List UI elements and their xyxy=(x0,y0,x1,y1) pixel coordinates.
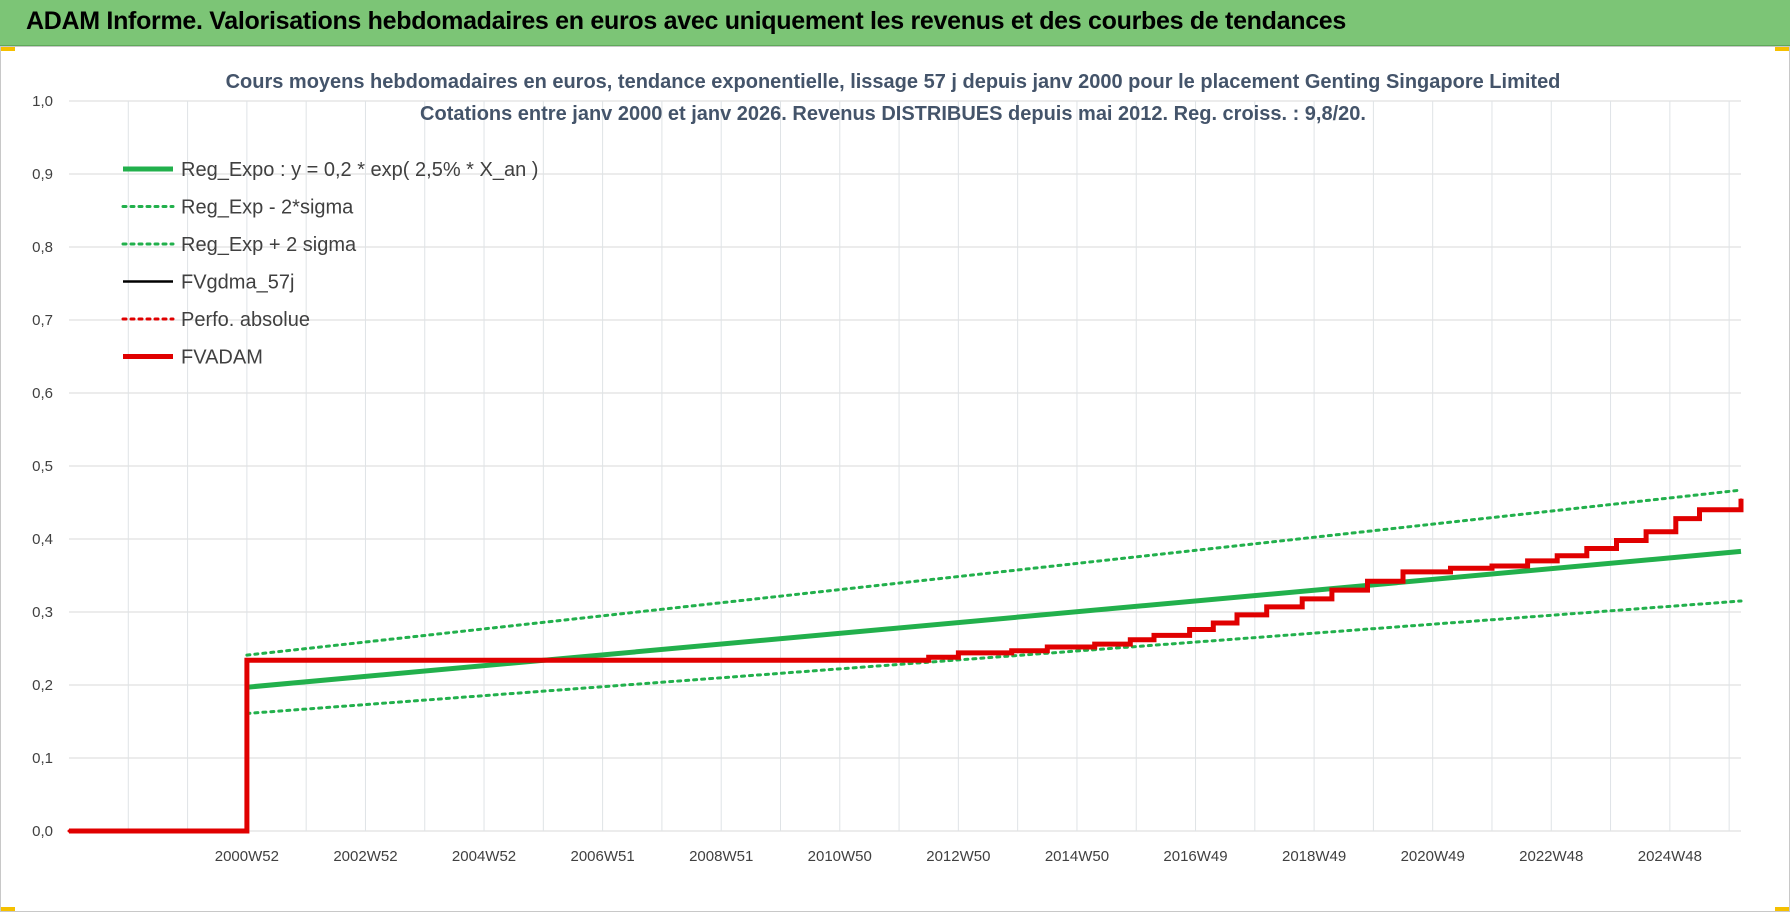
series-line xyxy=(245,599,1743,715)
x-tick-label: 2002W52 xyxy=(333,848,397,865)
series-line xyxy=(67,497,1743,833)
y-tick-label: 0,8 xyxy=(32,239,53,256)
chart-svg: 0,0 0,1 0,2 0,3 0,4 0,5 0,6 0,7 0,8 0,9 1,0 2000W5… xyxy=(32,71,1744,865)
series-layer xyxy=(67,488,1744,834)
frame-corner-mark xyxy=(1775,907,1789,911)
page-title: ADAM Informe. Valorisations hebdomadaire… xyxy=(26,7,1347,35)
x-tick-label: 2012W50 xyxy=(926,848,990,865)
y-tick-label: 1,0 xyxy=(32,93,53,110)
chart-subtitle: Cotations entre janv 2000 et janv 2026. … xyxy=(420,103,1366,125)
y-tick-label: 0,1 xyxy=(32,750,53,767)
x-tick-label: 2014W50 xyxy=(1045,848,1109,865)
x-tick-label: 2016W49 xyxy=(1163,848,1227,865)
y-tick-label: 0,0 xyxy=(32,823,53,840)
legend-label: FVADAM xyxy=(181,347,263,369)
y-tick-label: 0,3 xyxy=(32,604,53,621)
x-tick-label: 2010W50 xyxy=(808,848,872,865)
y-tick-label: 0,6 xyxy=(32,385,53,402)
x-tick-label: 2020W49 xyxy=(1401,848,1465,865)
page-banner: ADAM Informe. Valorisations hebdomadaire… xyxy=(0,0,1790,46)
x-tick-label: 2008W51 xyxy=(689,848,753,865)
chart-frame: 0,0 0,1 0,2 0,3 0,4 0,5 0,6 0,7 0,8 0,9 1,0 2000W5… xyxy=(0,46,1790,912)
y-tick-label: 0,9 xyxy=(32,166,53,183)
legend-label: Reg_Expo : y = 0,2 * exp( 2,5% * X_an ) xyxy=(181,159,538,181)
legend-label: Reg_Exp - 2*sigma xyxy=(181,197,354,219)
legend-label: FVgdma_57j xyxy=(181,272,294,294)
x-tick-label: 2006W51 xyxy=(571,848,635,865)
legend-label: Perfo. absolue xyxy=(181,309,310,331)
y-tick-label: 0,7 xyxy=(32,312,53,329)
chart-title: Cours moyens hebdomadaires en euros, ten… xyxy=(226,71,1561,93)
frame-corner-mark xyxy=(1,907,15,911)
series-line xyxy=(245,488,1743,657)
x-axis: 2000W52 2002W52 2004W52 2006W51 2008W51 2010W… xyxy=(215,848,1702,865)
legend-label: Reg_Exp + 2 sigma xyxy=(181,234,357,256)
x-tick-label: 2004W52 xyxy=(452,848,516,865)
y-tick-label: 0,2 xyxy=(32,677,53,694)
series-line xyxy=(246,548,1742,690)
grid-layer xyxy=(69,100,1741,832)
frame-corner-mark xyxy=(1775,47,1789,51)
frame-corner-mark xyxy=(1,47,15,51)
x-tick-label: 2000W52 xyxy=(215,848,279,865)
y-tick-label: 0,5 xyxy=(32,458,53,475)
x-tick-label: 2024W48 xyxy=(1638,848,1702,865)
y-tick-label: 0,4 xyxy=(32,531,53,548)
x-tick-label: 2018W49 xyxy=(1282,848,1346,865)
x-tick-label: 2022W48 xyxy=(1519,848,1583,865)
legend: Reg_Expo : y = 0,2 * exp( 2,5% * X_an ) R… xyxy=(121,159,538,369)
y-axis: 0,0 0,1 0,2 0,3 0,4 0,5 0,6 0,7 0,8 0,9 1,0 xyxy=(32,93,53,840)
